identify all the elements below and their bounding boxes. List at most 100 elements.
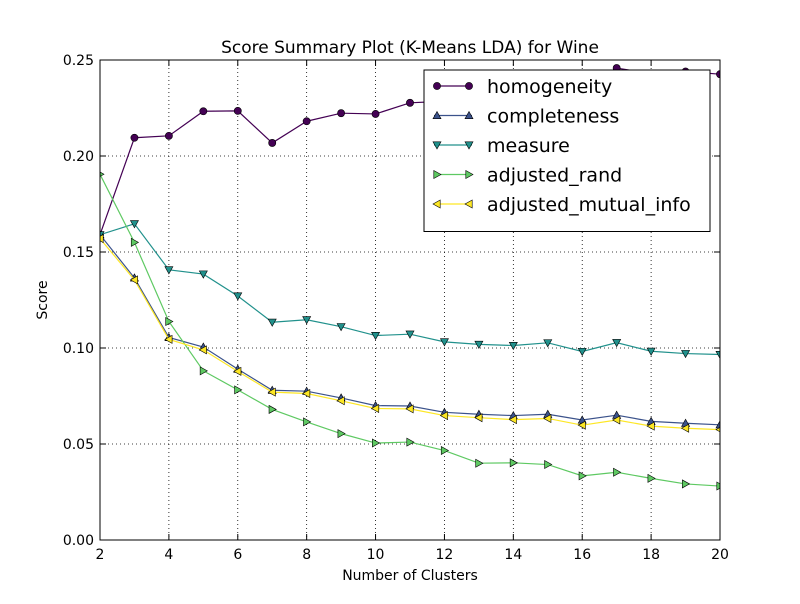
data-point-adjusted-mutual-info xyxy=(577,420,586,430)
data-point-homogeneity xyxy=(371,110,380,118)
data-point-adjusted-mutual-info xyxy=(612,415,621,425)
data-point-measure xyxy=(302,316,312,325)
data-point-measure xyxy=(577,347,587,357)
data-point-adjusted-rand xyxy=(406,437,415,447)
data-point-adjusted-rand xyxy=(682,479,691,489)
legend-marker-measure xyxy=(432,141,442,150)
data-point-measure xyxy=(336,323,346,332)
x-tick-label: 8 xyxy=(302,547,311,563)
data-point-adjusted-mutual-info xyxy=(198,345,207,355)
data-point-adjusted-mutual-info xyxy=(233,366,242,376)
data-point-measure xyxy=(371,332,381,341)
series-adjusted-rand xyxy=(100,171,720,491)
x-tick-label: 10 xyxy=(367,547,385,563)
data-point-adjusted-rand xyxy=(509,458,518,468)
y-tick-label: 0.25 xyxy=(63,53,94,69)
x-tick-label: 6 xyxy=(233,547,242,563)
data-point-adjusted-mutual-info xyxy=(267,387,276,397)
data-point-adjusted-mutual-info xyxy=(543,413,552,423)
data-point-adjusted-mutual-info xyxy=(164,334,173,344)
data-point-homogeneity xyxy=(164,131,173,140)
legend-label-measure: measure xyxy=(487,135,570,157)
legend-marker-adjusted-mutual-info xyxy=(432,199,441,209)
legend-marker-measure xyxy=(464,141,474,150)
y-tick-label: 0.00 xyxy=(63,533,94,549)
axis-tick-labels: 2 4 6 8 10 12 14 16 18 20 0.00 0.05 0.10 0.15 0.20 0.25 xyxy=(63,53,729,563)
x-tick-label: 14 xyxy=(504,547,522,563)
data-point-measure xyxy=(474,340,484,349)
data-point-adjusted-rand xyxy=(303,417,312,427)
data-point-measure xyxy=(543,339,553,348)
data-point-adjusted-rand xyxy=(199,366,208,376)
data-point-homogeneity xyxy=(268,139,277,147)
data-point-measure xyxy=(164,266,174,275)
series-measure xyxy=(100,220,720,360)
x-tick-label: 2 xyxy=(96,547,105,563)
legend-marker-adjusted-rand xyxy=(433,169,442,180)
data-point-measure xyxy=(439,338,449,347)
x-tick-label: 18 xyxy=(642,547,660,563)
data-point-measure xyxy=(646,347,656,356)
legend: homogeneity completeness measure adjusted_r… xyxy=(423,69,711,232)
legend-marker-homogeneity xyxy=(433,82,441,90)
data-point-adjusted-mutual-info xyxy=(646,421,655,431)
data-point-adjusted-rand xyxy=(475,458,484,468)
data-point-measure xyxy=(129,220,139,229)
data-point-adjusted-rand xyxy=(716,481,720,491)
data-point-adjusted-mutual-info xyxy=(370,403,380,413)
data-point-measure xyxy=(681,350,691,359)
data-point-homogeneity xyxy=(716,70,720,79)
data-point-adjusted-mutual-info xyxy=(100,234,104,244)
data-point-completeness xyxy=(715,420,720,429)
data-point-measure xyxy=(508,342,518,351)
data-point-homogeneity xyxy=(302,117,311,126)
data-point-measure xyxy=(198,270,208,279)
legend-marker-completeness xyxy=(464,110,474,119)
legend-label-adjusted-rand: adjusted_rand xyxy=(487,165,622,187)
data-point-adjusted-mutual-info xyxy=(302,388,311,399)
legend-label-adjusted-mutual-info: adjusted_mutual_info xyxy=(487,194,691,216)
y-tick-label: 0.15 xyxy=(63,245,94,261)
data-point-adjusted-mutual-info xyxy=(474,413,483,423)
x-tick-label: 16 xyxy=(573,547,591,563)
data-point-adjusted-rand xyxy=(165,316,174,327)
x-tick-label: 12 xyxy=(436,547,454,563)
data-point-adjusted-rand xyxy=(613,467,622,477)
data-point-adjusted-mutual-info xyxy=(336,396,345,406)
x-axis-label: Number of Clusters xyxy=(342,568,478,584)
data-point-measure xyxy=(405,330,415,339)
data-point-measure xyxy=(715,351,720,360)
data-point-adjusted-rand xyxy=(337,429,346,439)
data-point-adjusted-mutual-info xyxy=(680,423,690,433)
data-point-adjusted-mutual-info xyxy=(508,415,517,425)
data-point-measure xyxy=(612,339,622,348)
data-point-homogeneity xyxy=(130,133,139,142)
legend-marker-adjusted-mutual-info xyxy=(464,199,473,209)
legend-marker-adjusted-rand xyxy=(465,169,474,180)
data-point-adjusted-rand xyxy=(440,446,450,456)
axis-ticks xyxy=(99,59,721,541)
plot-frame xyxy=(99,59,721,541)
series-layer xyxy=(100,64,720,491)
data-point-adjusted-rand xyxy=(234,385,243,395)
data-point-homogeneity xyxy=(233,106,242,115)
data-point-adjusted-rand xyxy=(268,404,277,414)
legend-label-completeness: completeness xyxy=(487,106,619,128)
data-point-adjusted-rand xyxy=(647,473,656,483)
data-point-homogeneity xyxy=(199,107,208,116)
y-tick-label: 0.10 xyxy=(63,341,94,357)
data-point-adjusted-mutual-info xyxy=(405,404,414,414)
data-point-adjusted-mutual-info xyxy=(129,275,138,285)
data-point-adjusted-rand xyxy=(130,237,140,247)
chart-title: Score Summary Plot (K-Means LDA) for Win… xyxy=(221,38,599,58)
data-point-homogeneity xyxy=(406,98,414,107)
data-point-measure xyxy=(267,318,277,327)
data-point-adjusted-rand xyxy=(578,471,587,481)
legend-marker-homogeneity xyxy=(465,82,473,90)
y-tick-label: 0.05 xyxy=(63,437,94,453)
y-axis-label: Score xyxy=(35,280,51,319)
data-point-adjusted-mutual-info xyxy=(439,411,448,421)
legend-label-homogeneity: homogeneity xyxy=(487,76,612,98)
